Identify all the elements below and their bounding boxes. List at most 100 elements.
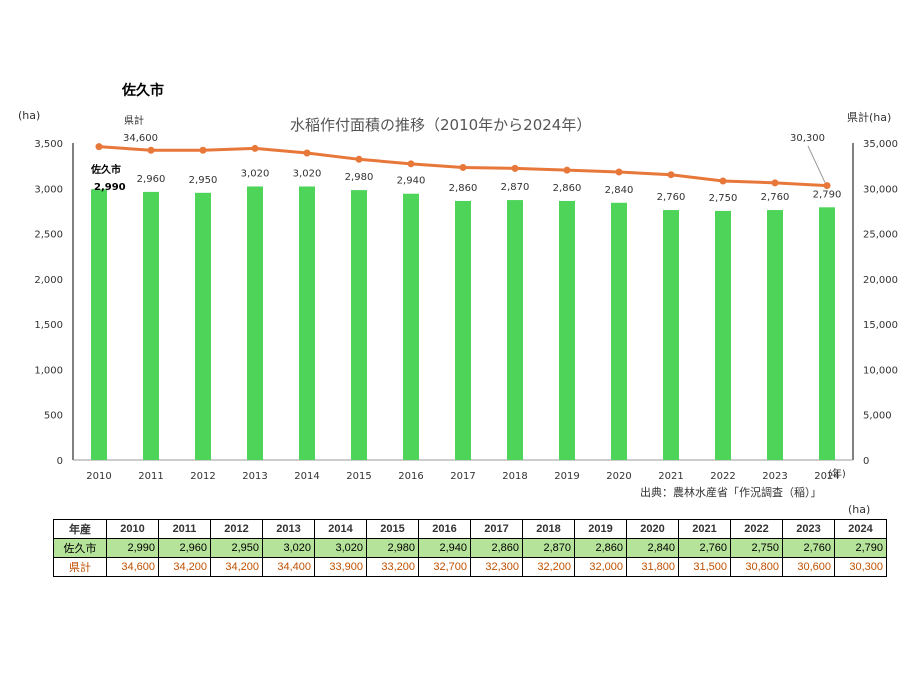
pref-last-label: 30,300 (790, 133, 825, 144)
pref-point (407, 160, 415, 168)
pref-point (251, 144, 259, 152)
right-tick-label: 15,000 (863, 320, 898, 331)
city-title: 佐久市 (122, 83, 164, 99)
left-tick-label: 2,000 (34, 275, 63, 286)
x-tick-label: 2017 (450, 471, 475, 482)
bar (819, 207, 835, 460)
right-tick-label: 35,000 (863, 139, 898, 150)
table-year-header: 2016 (418, 519, 471, 539)
bar-data-label: 2,990 (94, 182, 126, 193)
left-axis-unit: (ha) (18, 109, 41, 122)
table-cell: 2,860 (470, 538, 523, 558)
bar (403, 193, 419, 460)
bar-data-label: 2,980 (345, 172, 374, 183)
table-year-header: 2023 (782, 519, 835, 539)
table-cell: 32,700 (418, 557, 471, 577)
right-tick-label: 30,000 (863, 184, 898, 195)
table-cell: 31,500 (678, 557, 731, 577)
table-cell: 2,760 (782, 538, 835, 558)
table-year-header: 2024 (834, 519, 887, 539)
table-cell: 2,790 (834, 538, 887, 558)
pref-point (459, 163, 467, 171)
table-year-header: 2014 (314, 519, 367, 539)
table-cell: 2,940 (418, 538, 471, 558)
bar-data-label: 2,950 (189, 175, 218, 186)
pref-point (719, 177, 727, 185)
pref-series-label: 県計 (124, 114, 144, 127)
bar (247, 186, 263, 460)
table-cell: 2,870 (522, 538, 575, 558)
table-cell: 2,950 (210, 538, 263, 558)
city-series-label: 佐久市 (90, 163, 121, 176)
pref-point (667, 171, 675, 179)
bar (559, 200, 575, 461)
table-year-header: 2015 (366, 519, 419, 539)
table-cell: 32,200 (522, 557, 575, 577)
right-axis-unit: 県計(ha) (847, 111, 892, 124)
table-year-header: 2011 (158, 519, 211, 539)
table-cell: 33,900 (314, 557, 367, 577)
table-row-label: 佐久市 (53, 538, 107, 558)
bar (299, 186, 315, 460)
table-cell: 2,990 (106, 538, 159, 558)
x-tick-label: 2012 (190, 471, 215, 482)
right-tick-label: 20,000 (863, 275, 898, 286)
bar-data-label: 2,750 (709, 193, 738, 204)
bar-data-label: 3,020 (293, 168, 322, 179)
x-tick-label: 2014 (294, 471, 319, 482)
x-tick-label: 2010 (86, 471, 111, 482)
pref-point (823, 182, 831, 190)
x-tick-label: 2021 (658, 471, 683, 482)
bar (143, 191, 159, 460)
x-tick-label: 2016 (398, 471, 423, 482)
left-tick-label: 1,500 (34, 320, 63, 331)
table-cell: 30,800 (730, 557, 783, 577)
x-tick-label: 2011 (138, 471, 163, 482)
table-cell: 2,840 (626, 538, 679, 558)
bar-data-label: 2,860 (449, 183, 478, 194)
table-cell: 32,000 (574, 557, 627, 577)
table-cell: 34,600 (106, 557, 159, 577)
bar (611, 202, 627, 460)
table-cell: 2,750 (730, 538, 783, 558)
table-year-header: 2018 (522, 519, 575, 539)
table-cell: 34,200 (210, 557, 263, 577)
pref-point (615, 168, 623, 176)
pref-point (355, 155, 363, 163)
bar (195, 192, 211, 461)
pref-first-label: 34,600 (123, 133, 158, 144)
bar-data-label: 2,960 (137, 174, 166, 185)
table-header-label: 年産 (53, 519, 107, 539)
bar-data-label: 2,940 (397, 176, 426, 187)
table-cell: 30,600 (782, 557, 835, 577)
table-year-header: 2019 (574, 519, 627, 539)
x-tick-label: 2024 (814, 471, 839, 482)
bar-data-label: 2,870 (501, 182, 530, 193)
table-cell: 2,860 (574, 538, 627, 558)
x-tick-label: 2019 (554, 471, 579, 482)
table-cell: 2,980 (366, 538, 419, 558)
x-tick-label: 2018 (502, 471, 527, 482)
table-cell: 34,400 (262, 557, 315, 577)
right-tick-label: 10,000 (863, 365, 898, 376)
bar-data-label: 2,760 (761, 192, 790, 203)
table-cell: 3,020 (262, 538, 315, 558)
table-cell: 2,760 (678, 538, 731, 558)
bar-data-label: 2,840 (605, 185, 634, 196)
bar (455, 200, 471, 461)
table-year-header: 2020 (626, 519, 679, 539)
bar-data-label: 2,760 (657, 192, 686, 203)
table-year-header: 2021 (678, 519, 731, 539)
table-year-header: 2022 (730, 519, 783, 539)
bar (767, 210, 783, 460)
table-year-header: 2012 (210, 519, 263, 539)
table-year-header: 2010 (106, 519, 159, 539)
bar-data-label: 2,860 (553, 183, 582, 194)
left-tick-label: 1,000 (34, 365, 63, 376)
table-cell: 31,800 (626, 557, 679, 577)
table-row: 佐久市 2,990 2,960 2,950 3,020 3,020 2,980 2,940 2,… (53, 538, 887, 558)
left-tick-label: 0 (57, 456, 63, 467)
bar (663, 210, 679, 460)
x-tick-label: 2023 (762, 471, 787, 482)
pref-point (199, 146, 207, 154)
